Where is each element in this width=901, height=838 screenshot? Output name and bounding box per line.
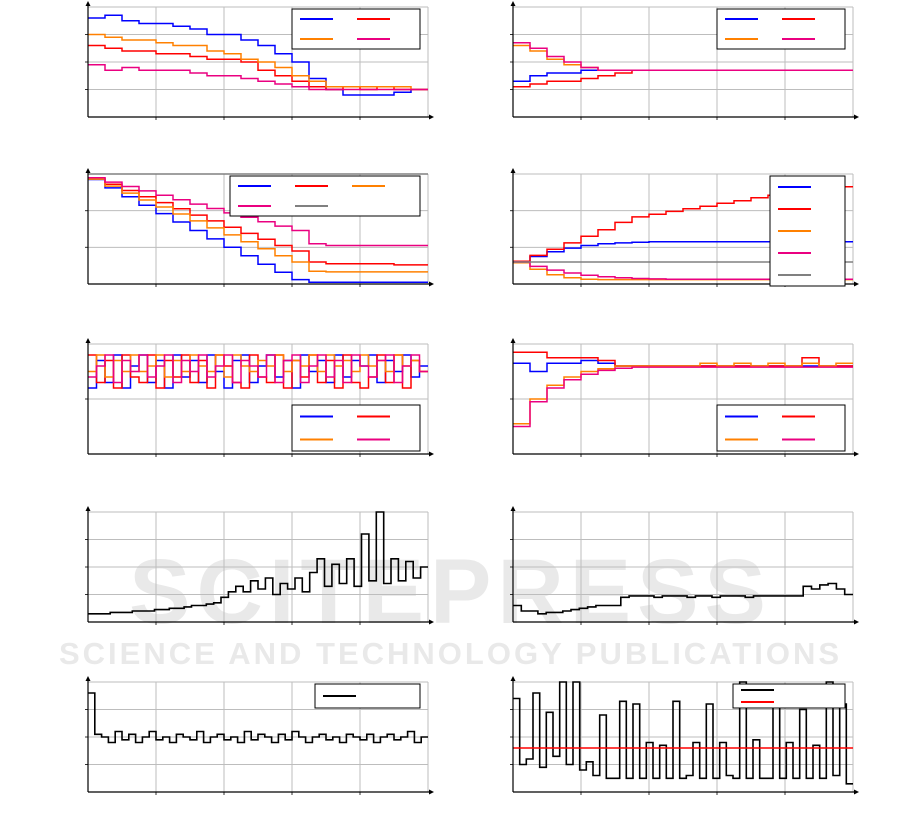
chart-panel-5: [78, 337, 440, 463]
chart-10: [510, 676, 859, 795]
legend: [291, 8, 421, 50]
chart-panel-6: [503, 337, 865, 463]
chart-8: [510, 506, 859, 625]
series-1-line: [513, 681, 853, 785]
y-axis-arrow-icon: [510, 676, 516, 681]
series-1-line: [513, 69, 853, 83]
chart-7: [85, 506, 434, 625]
chart-6: [510, 338, 859, 457]
chart-2: [510, 1, 859, 120]
legend: [314, 683, 421, 709]
series-1-line: [513, 582, 853, 615]
x-axis-arrow-icon: [429, 451, 434, 457]
x-axis-arrow-icon: [854, 789, 859, 795]
chart-panel-10: [503, 675, 865, 801]
legend-box: [716, 8, 846, 50]
chart-panel-2: [503, 0, 865, 126]
legend-box: [291, 8, 421, 50]
chart-3: [85, 168, 434, 287]
y-axis-arrow-icon: [510, 506, 516, 511]
series-1-line: [88, 14, 428, 96]
y-axis-arrow-icon: [85, 506, 91, 511]
y-axis-arrow-icon: [85, 168, 91, 173]
chart-9: [85, 676, 434, 795]
x-axis-arrow-icon: [429, 619, 434, 625]
legend-box: [229, 175, 421, 217]
x-axis-arrow-icon: [429, 281, 434, 287]
legend: [716, 404, 846, 452]
x-axis-arrow-icon: [854, 451, 859, 457]
x-axis-arrow-icon: [854, 114, 859, 120]
chart-5: [85, 338, 434, 457]
y-axis-arrow-icon: [510, 338, 516, 343]
chart-panel-1: [78, 0, 440, 126]
y-axis-arrow-icon: [510, 1, 516, 6]
legend-box: [716, 404, 846, 452]
chart-1: [85, 1, 434, 120]
y-axis-arrow-icon: [85, 1, 91, 6]
legend-box: [732, 683, 846, 709]
chart-panel-8: [503, 505, 865, 631]
legend: [769, 175, 846, 287]
x-axis-arrow-icon: [854, 281, 859, 287]
series-3-line: [88, 178, 428, 273]
series-4-line: [88, 64, 428, 91]
chart-panel-9: [78, 675, 440, 801]
series-1-line: [88, 511, 428, 615]
legend: [291, 404, 421, 452]
legend: [732, 683, 846, 709]
series-3-line: [513, 362, 853, 425]
series-1-line: [88, 692, 428, 744]
y-axis-arrow-icon: [85, 338, 91, 343]
x-axis-arrow-icon: [854, 619, 859, 625]
y-axis-arrow-icon: [85, 676, 91, 681]
series-1-line: [88, 178, 428, 283]
chart-4: [510, 168, 859, 287]
legend: [229, 175, 421, 217]
chart-panel-7: [78, 505, 440, 631]
series-4-line: [88, 354, 428, 384]
series-3-line: [88, 33, 428, 91]
x-axis-arrow-icon: [429, 114, 434, 120]
legend-box: [291, 404, 421, 452]
chart-panel-4: [503, 167, 865, 293]
legend: [716, 8, 846, 50]
y-axis-arrow-icon: [510, 168, 516, 173]
watermark-subtitle: SCIENCE AND TECHNOLOGY PUBLICATIONS: [58, 636, 843, 671]
series-4-line: [513, 42, 853, 72]
chart-panel-3: [78, 167, 440, 293]
series-4-line: [513, 366, 853, 428]
x-axis-arrow-icon: [429, 789, 434, 795]
